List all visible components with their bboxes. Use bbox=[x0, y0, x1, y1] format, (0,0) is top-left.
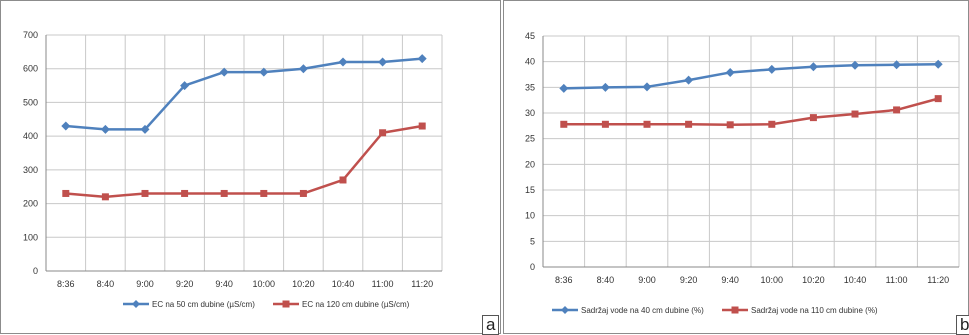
x-tick-label: 9:40 bbox=[721, 275, 739, 285]
y-tick-label: 25 bbox=[525, 134, 535, 144]
x-tick-label: 10:20 bbox=[292, 279, 315, 289]
x-tick-label: 11:20 bbox=[927, 275, 949, 285]
y-tick-label: 100 bbox=[23, 232, 38, 242]
x-tick-label: 10:40 bbox=[332, 279, 355, 289]
chart-panel-b: 0 5 10 15 20 25 30 35 40 45 8:36 8:40 9:00 9:20 9:40 10… bbox=[503, 0, 969, 334]
data-point-marker bbox=[643, 120, 651, 128]
data-point-marker bbox=[219, 67, 229, 77]
data-point-marker bbox=[934, 95, 942, 103]
legend-marker bbox=[561, 306, 569, 314]
legend-label: EC na 50 cm dubine (µS/cm) bbox=[152, 300, 255, 309]
data-point-marker bbox=[767, 64, 777, 74]
data-point-marker bbox=[893, 106, 901, 114]
x-tick-label: 10:20 bbox=[802, 275, 825, 285]
data-point-marker bbox=[559, 83, 569, 93]
legend-marker bbox=[731, 306, 739, 314]
y-tick-label: 700 bbox=[23, 30, 38, 40]
y-tick-label: 600 bbox=[23, 64, 38, 74]
x-tick-label: 9:20 bbox=[176, 279, 194, 289]
data-point-marker bbox=[101, 193, 109, 201]
data-point-marker bbox=[685, 120, 693, 128]
x-tick-label: 8:40 bbox=[597, 275, 615, 285]
data-point-marker bbox=[260, 189, 268, 197]
y-tick-label: 0 bbox=[530, 262, 535, 272]
data-point-marker bbox=[180, 81, 190, 91]
x-tick-label: 11:20 bbox=[411, 279, 433, 289]
data-point-marker bbox=[181, 189, 189, 197]
y-tick-label: 500 bbox=[23, 97, 38, 107]
y-tick-label: 40 bbox=[525, 57, 535, 67]
data-point-marker bbox=[601, 120, 609, 128]
y-tick-label: 20 bbox=[525, 159, 535, 169]
data-point-marker bbox=[61, 121, 71, 131]
x-tick-label: 9:00 bbox=[638, 275, 656, 285]
x-tick-label: 8:40 bbox=[97, 279, 115, 289]
y-tick-label: 400 bbox=[23, 131, 38, 141]
data-point-marker bbox=[141, 189, 149, 197]
data-point-marker bbox=[808, 62, 818, 72]
data-point-marker bbox=[725, 67, 735, 77]
x-tick-label: 10:00 bbox=[253, 279, 276, 289]
data-point-marker bbox=[809, 114, 817, 122]
x-tick-label: 10:40 bbox=[844, 275, 867, 285]
data-point-marker bbox=[62, 189, 70, 197]
y-tick-label: 200 bbox=[23, 199, 38, 209]
data-point-marker bbox=[684, 75, 694, 85]
series-line bbox=[65, 124, 423, 199]
legend-label: Sadržaj vode na 110 cm dubine (%) bbox=[751, 306, 878, 315]
data-point-marker bbox=[851, 110, 859, 118]
legend-marker bbox=[282, 300, 290, 308]
legend-label: Sadržaj vode na 40 cm dubine (%) bbox=[581, 306, 704, 315]
series-line bbox=[563, 62, 939, 90]
data-point-marker bbox=[417, 54, 427, 64]
y-tick-label: 35 bbox=[525, 82, 535, 92]
data-point-marker bbox=[560, 120, 568, 128]
y-tick-label: 45 bbox=[525, 31, 535, 41]
x-tick-label: 11:00 bbox=[886, 275, 908, 285]
series-line bbox=[65, 57, 423, 131]
data-point-marker bbox=[892, 60, 902, 70]
data-point-marker bbox=[379, 129, 387, 137]
data-point-marker bbox=[220, 189, 228, 197]
x-tick-label: 8:36 bbox=[555, 275, 573, 285]
y-tick-label: 15 bbox=[525, 185, 535, 195]
data-point-marker bbox=[418, 122, 426, 130]
panel-label-a: a bbox=[482, 315, 500, 335]
data-point-marker bbox=[600, 82, 610, 92]
data-point-marker bbox=[100, 124, 110, 134]
x-tick-label: 11:00 bbox=[372, 279, 394, 289]
data-point-marker bbox=[259, 67, 269, 77]
data-point-marker bbox=[339, 176, 347, 184]
x-tick-label: 9:40 bbox=[215, 279, 233, 289]
data-point-marker bbox=[768, 120, 776, 128]
series-line bbox=[563, 97, 939, 127]
y-tick-label: 0 bbox=[33, 266, 38, 276]
x-tick-label: 10:00 bbox=[761, 275, 784, 285]
data-point-marker bbox=[140, 124, 150, 134]
legend-label: EC na 120 cm dubine (µS/cm) bbox=[302, 300, 410, 309]
x-tick-label: 9:20 bbox=[680, 275, 698, 285]
x-tick-label: 8:36 bbox=[57, 279, 75, 289]
chart-a-svg: 0 100 200 300 400 500 600 700 8:36 8:40 9:00 9:20 9:… bbox=[23, 30, 443, 309]
data-point-marker bbox=[642, 82, 652, 92]
data-point-marker bbox=[338, 57, 348, 67]
y-tick-label: 300 bbox=[23, 165, 38, 175]
legend-marker bbox=[132, 300, 140, 308]
y-tick-label: 30 bbox=[525, 108, 535, 118]
data-point-marker bbox=[933, 59, 943, 69]
data-point-marker bbox=[299, 189, 307, 197]
chart-b-svg: 0 5 10 15 20 25 30 35 40 45 8:36 8:40 9:00 9:20 9:40 10… bbox=[525, 31, 960, 315]
panel-label-b: b bbox=[956, 315, 969, 335]
y-tick-label: 10 bbox=[525, 211, 535, 221]
data-point-marker bbox=[726, 121, 734, 129]
y-tick-label: 5 bbox=[530, 236, 535, 246]
chart-panel-a: 0 100 200 300 400 500 600 700 8:36 8:40 9:00 9:20 9:… bbox=[0, 0, 501, 334]
data-point-marker bbox=[298, 64, 308, 74]
data-point-marker bbox=[850, 60, 860, 70]
x-tick-label: 9:00 bbox=[136, 279, 154, 289]
data-point-marker bbox=[378, 57, 388, 67]
